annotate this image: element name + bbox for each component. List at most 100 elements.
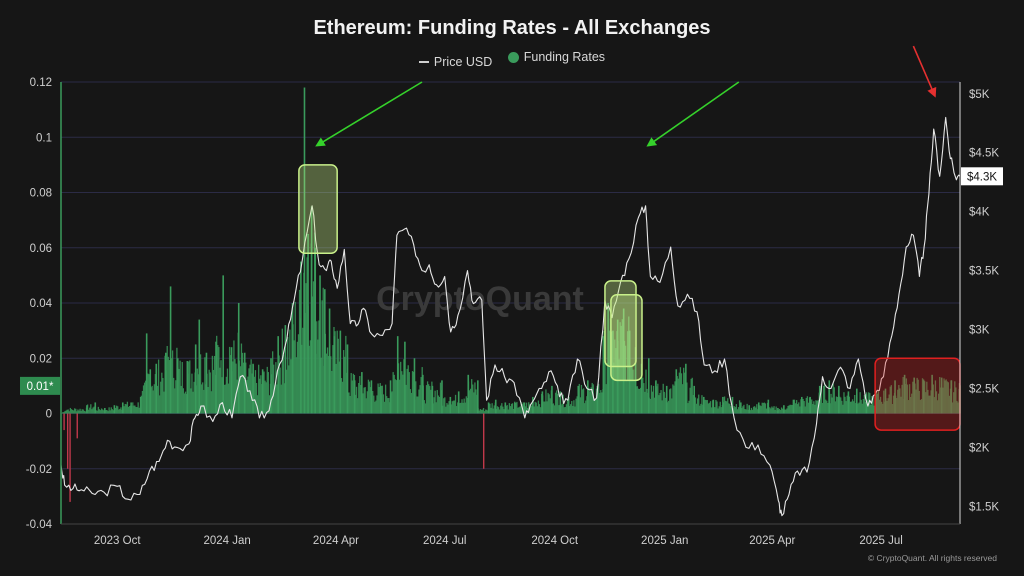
funding-bar — [382, 394, 385, 414]
funding-bar — [580, 384, 583, 414]
funding-bar — [395, 380, 398, 414]
funding-bar — [708, 402, 711, 414]
funding-bar — [280, 384, 282, 414]
funding-bar — [761, 402, 763, 414]
funding-bar — [478, 410, 480, 414]
funding-bar — [581, 389, 584, 414]
funding-bar — [365, 398, 367, 414]
funding-bar — [439, 382, 442, 414]
funding-bar — [138, 407, 140, 414]
funding-bar — [218, 347, 220, 414]
y-right-tick-label: $3.5K — [969, 266, 999, 278]
funding-bar — [463, 398, 465, 414]
funding-bar — [249, 364, 251, 414]
y-right-tick-label: $4K — [969, 207, 990, 219]
funding-bar — [161, 372, 163, 414]
legend-item-funding[interactable]: Funding Rates — [507, 50, 606, 64]
annotations — [298, 45, 961, 431]
funding-bar — [335, 363, 337, 414]
funding-bar — [790, 404, 792, 414]
legend-label-funding: Funding Rates — [523, 50, 606, 64]
funding-bar — [245, 362, 247, 414]
funding-bar — [372, 390, 374, 414]
funding-bar — [633, 381, 635, 414]
funding-bar — [71, 409, 74, 414]
funding-bar — [897, 389, 899, 414]
funding-bar — [143, 382, 146, 414]
funding-bar — [387, 398, 389, 414]
funding-bar — [787, 405, 789, 414]
funding-bar — [762, 402, 764, 414]
funding-bar — [183, 393, 186, 414]
funding-bar — [828, 380, 831, 414]
funding-bar — [255, 383, 258, 414]
funding-bar — [951, 402, 954, 414]
funding-bar — [67, 409, 69, 414]
funding-bar — [86, 405, 88, 414]
funding-bar — [688, 400, 690, 414]
funding-bar — [770, 408, 772, 414]
funding-bar — [106, 409, 108, 414]
right-current-tag-label: $4.3K — [967, 171, 997, 183]
funding-bar — [714, 407, 716, 414]
legend-item-price[interactable]: Price USD — [418, 55, 492, 69]
funding-bar — [827, 402, 829, 414]
funding-bar — [289, 329, 291, 414]
funding-bar — [602, 336, 605, 414]
funding-bar — [213, 355, 216, 414]
funding-bar — [855, 388, 858, 414]
funding-bar — [879, 396, 882, 414]
funding-bar — [479, 409, 481, 414]
funding-bar — [832, 383, 834, 414]
funding-bar — [749, 410, 752, 414]
funding-bar — [791, 405, 793, 414]
funding-bar — [198, 319, 201, 414]
funding-bar — [646, 388, 648, 414]
funding-bar — [841, 400, 843, 414]
funding-bar — [719, 401, 721, 414]
funding-bar — [724, 400, 727, 414]
funding-bar — [605, 384, 607, 414]
funding-bar — [92, 407, 94, 414]
funding-bar — [911, 393, 913, 414]
funding-bar — [447, 404, 449, 414]
funding-bar — [78, 410, 80, 414]
funding-bar — [883, 390, 885, 414]
funding-bar — [266, 366, 268, 414]
funding-bar — [756, 404, 758, 414]
funding-bar — [81, 409, 83, 414]
funding-bar — [237, 303, 240, 414]
funding-bar — [747, 409, 749, 414]
legend[interactable]: Price USD Funding Rates — [0, 50, 1024, 69]
funding-bar — [168, 360, 171, 414]
funding-bar — [352, 373, 354, 414]
funding-bar — [515, 403, 517, 414]
funding-bar — [68, 411, 70, 414]
funding-bar — [943, 378, 945, 414]
funding-bar — [584, 403, 586, 414]
copyright: © CryptoQuant. All rights reserved — [868, 553, 997, 563]
funding-bar — [348, 392, 350, 414]
funding-bar — [274, 386, 276, 414]
line-swatch-icon — [418, 61, 429, 63]
highlight-box-green — [604, 280, 637, 368]
funding-bar — [203, 389, 205, 414]
x-tick-label: 2025 Jul — [859, 535, 902, 547]
funding-bar — [548, 394, 550, 414]
funding-bar — [420, 377, 422, 414]
funding-bar — [343, 350, 345, 414]
funding-bar — [176, 347, 178, 414]
funding-bar — [576, 396, 578, 414]
funding-bar — [565, 404, 568, 414]
funding-bar — [428, 384, 430, 414]
funding-bar — [497, 407, 500, 414]
funding-bar — [507, 409, 509, 414]
funding-bar — [554, 392, 557, 414]
funding-bar — [192, 391, 194, 414]
funding-bar — [717, 408, 719, 414]
funding-bar — [225, 376, 228, 414]
funding-bar — [303, 87, 306, 414]
funding-bar — [102, 409, 104, 414]
funding-bar — [638, 388, 641, 414]
arrow-red — [912, 45, 937, 98]
